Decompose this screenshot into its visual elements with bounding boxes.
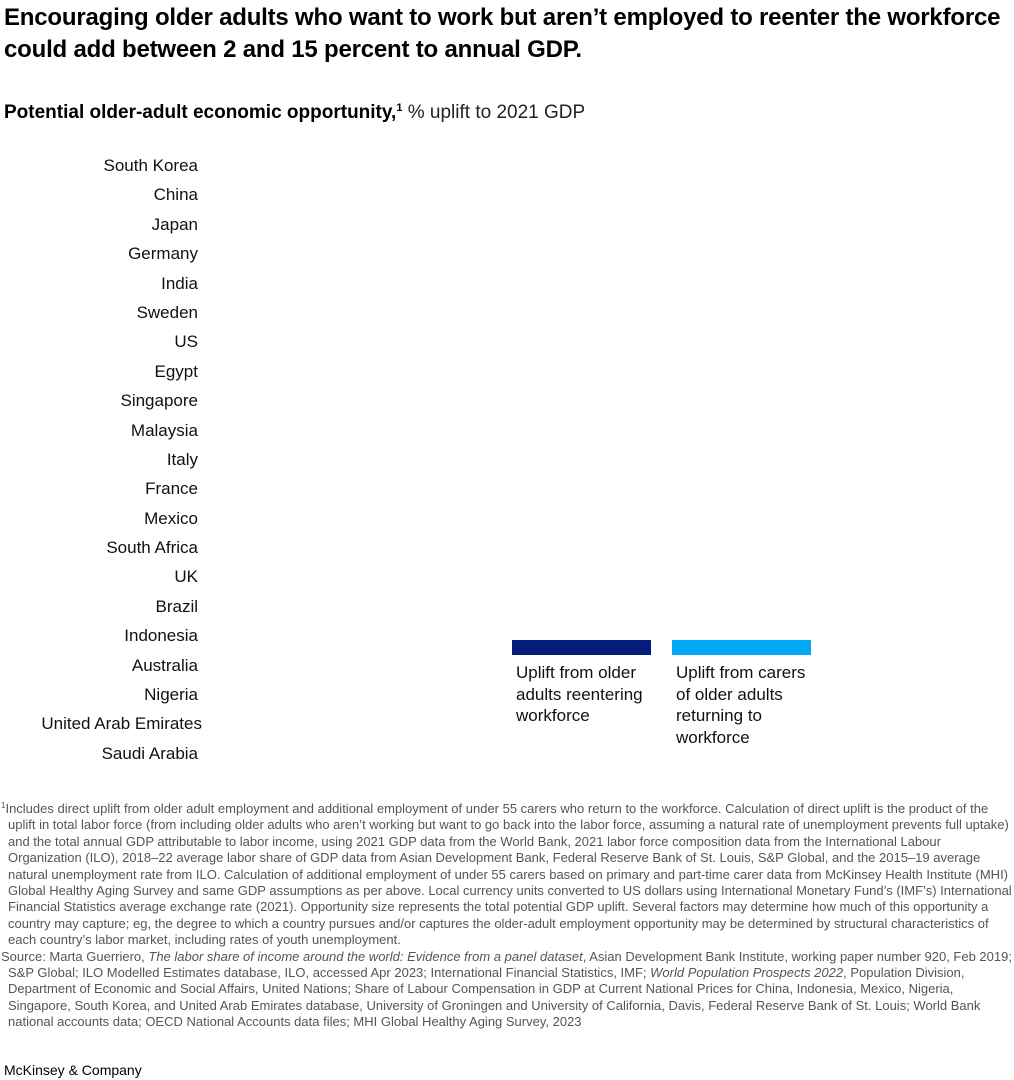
legend-label-carers: Uplift from carers of older adults retur… [676,663,806,747]
category-axis-labels: South Korea China Japan Germany India Sw… [0,151,202,768]
legend: Uplift from older adults reentering work… [512,640,812,748]
category-label: China [153,185,198,205]
source-end: , Population Division, Department of Eco… [8,965,981,1030]
legend-item-carers: Uplift from carers of older adults retur… [672,640,812,748]
source-title-2: World Population Prospects 2022 [650,965,844,981]
source-prefix: Source: Marta Guerriero, [1,948,149,964]
category-label: Sweden [136,302,198,322]
footnote-1: 1Includes direct uplift from older adult… [1,801,1013,949]
category-label: South Africa [106,538,198,558]
headline: Encouraging older adults who want to wor… [4,4,1001,63]
category-label: South Korea [103,156,198,175]
category-label: Malaysia [130,420,198,440]
footnote-marker: 1 [396,102,403,114]
category-label: Australia [131,655,198,675]
category-label: US [174,332,198,352]
category-label: Germany [128,244,198,264]
chart-subtitle-unit: % uplift to 2021 GDP [402,102,586,123]
chart-subtitle: Potential older-adult economic opportuni… [4,100,585,126]
category-label: India [161,273,198,293]
category-label: United Arab Emirates [41,714,202,734]
category-label: Indonesia [124,626,198,646]
category-label: Italy [166,449,198,469]
category-label: Nigeria [144,685,198,705]
legend-swatch-carers [672,640,811,655]
footnote-1-marker: 1 [1,801,6,810]
footnote-1-text: Includes direct uplift from older adult … [5,801,1012,948]
brand-logo-text: McKinsey & Company [4,1062,142,1078]
category-label: Brazil [155,596,198,616]
legend-item-older-adults: Uplift from older adults reentering work… [512,640,652,748]
category-label: Japan [151,214,198,234]
category-label: Mexico [144,508,198,528]
source-note: Source: Marta Guerriero, The labor share… [1,949,1013,1031]
category-label: UK [174,567,198,587]
category-label: France [145,479,198,499]
source-mid: , Asian Development Bank Institute, work… [8,948,1012,981]
source-title-1: The labor share of income around the wor… [148,948,583,964]
category-label: Singapore [120,391,198,411]
footnotes: 1Includes direct uplift from older adult… [1,801,1013,1031]
legend-swatch-older-adults [512,640,651,655]
category-label: Saudi Arabia [101,743,198,763]
chart-subtitle-bold: Potential older-adult economic opportuni… [4,102,397,123]
category-label: Egypt [154,361,198,381]
legend-label-older-adults: Uplift from older adults reentering work… [516,663,643,725]
